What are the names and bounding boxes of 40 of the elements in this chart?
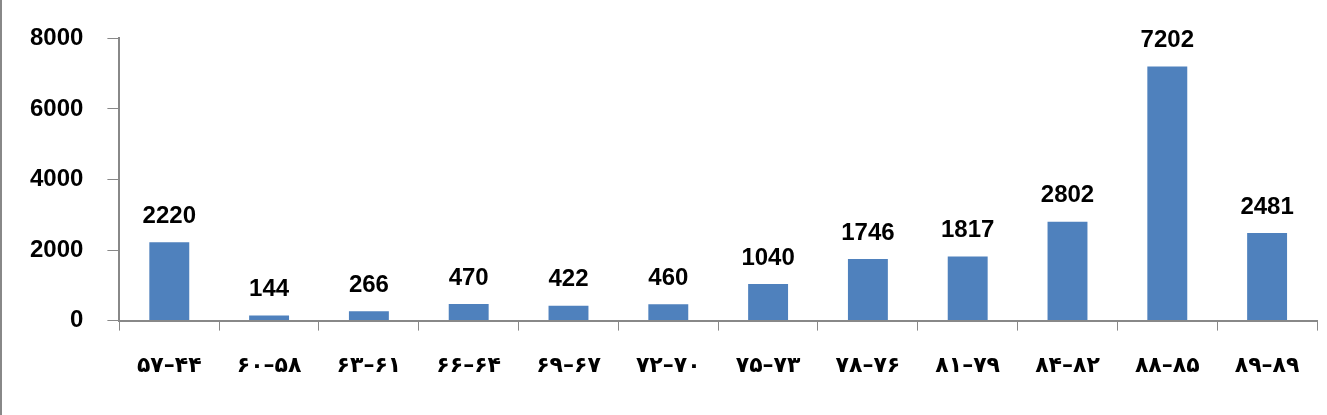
x-tick-label: ۶۶–۶۴ (436, 351, 502, 377)
data-label: 2481 (1240, 191, 1294, 219)
x-tick-label: ۶۳–۶۱ (336, 351, 402, 377)
x-tick-label: ۸۹–۸۹ (1234, 351, 1300, 377)
data-label: 7202 (1140, 25, 1194, 53)
bar (1047, 221, 1088, 321)
data-label: 422 (548, 264, 589, 292)
data-label: 1040 (741, 242, 795, 270)
bar (748, 283, 789, 321)
y-tick-label: 0 (70, 305, 84, 333)
data-label: 1746 (841, 217, 895, 245)
data-label: 2802 (1040, 180, 1095, 208)
y-tick-label: 8000 (30, 23, 84, 51)
bar (149, 242, 190, 321)
bar (648, 304, 689, 321)
data-label: 470 (448, 262, 489, 290)
data-label: 2220 (142, 200, 196, 228)
x-tick-label: ۸۸–۸۵ (1134, 351, 1200, 377)
x-tick-label: ۷۵–۷۳ (735, 351, 802, 377)
bar (847, 259, 888, 321)
bar (1147, 66, 1188, 321)
x-tick-label: ۸۴–۸۲ (1035, 351, 1101, 377)
data-label: 460 (648, 263, 689, 290)
bar (448, 304, 489, 321)
x-tick-label: ۸۱–۷۹ (935, 351, 1001, 377)
bar (1247, 233, 1288, 321)
data-label: 1817 (941, 215, 995, 243)
y-tick-label: 6000 (30, 93, 84, 121)
x-tick-label: ۵۷–۴۴ (136, 351, 202, 377)
y-tick-label: 4000 (30, 164, 84, 192)
data-label: 266 (348, 269, 389, 297)
bar (548, 305, 589, 321)
x-tick-label: ۶۰–۵۸ (236, 351, 303, 377)
bar (348, 311, 389, 321)
x-tick-label: ۶۹–۶۷ (536, 351, 602, 377)
x-tick-label: ۷۸–۷۶ (835, 351, 901, 377)
x-tick-label: ۷۲–۷۰ (635, 351, 701, 377)
y-tick-label: 2000 (30, 234, 84, 262)
data-label: 144 (249, 274, 290, 302)
bar (947, 256, 988, 321)
